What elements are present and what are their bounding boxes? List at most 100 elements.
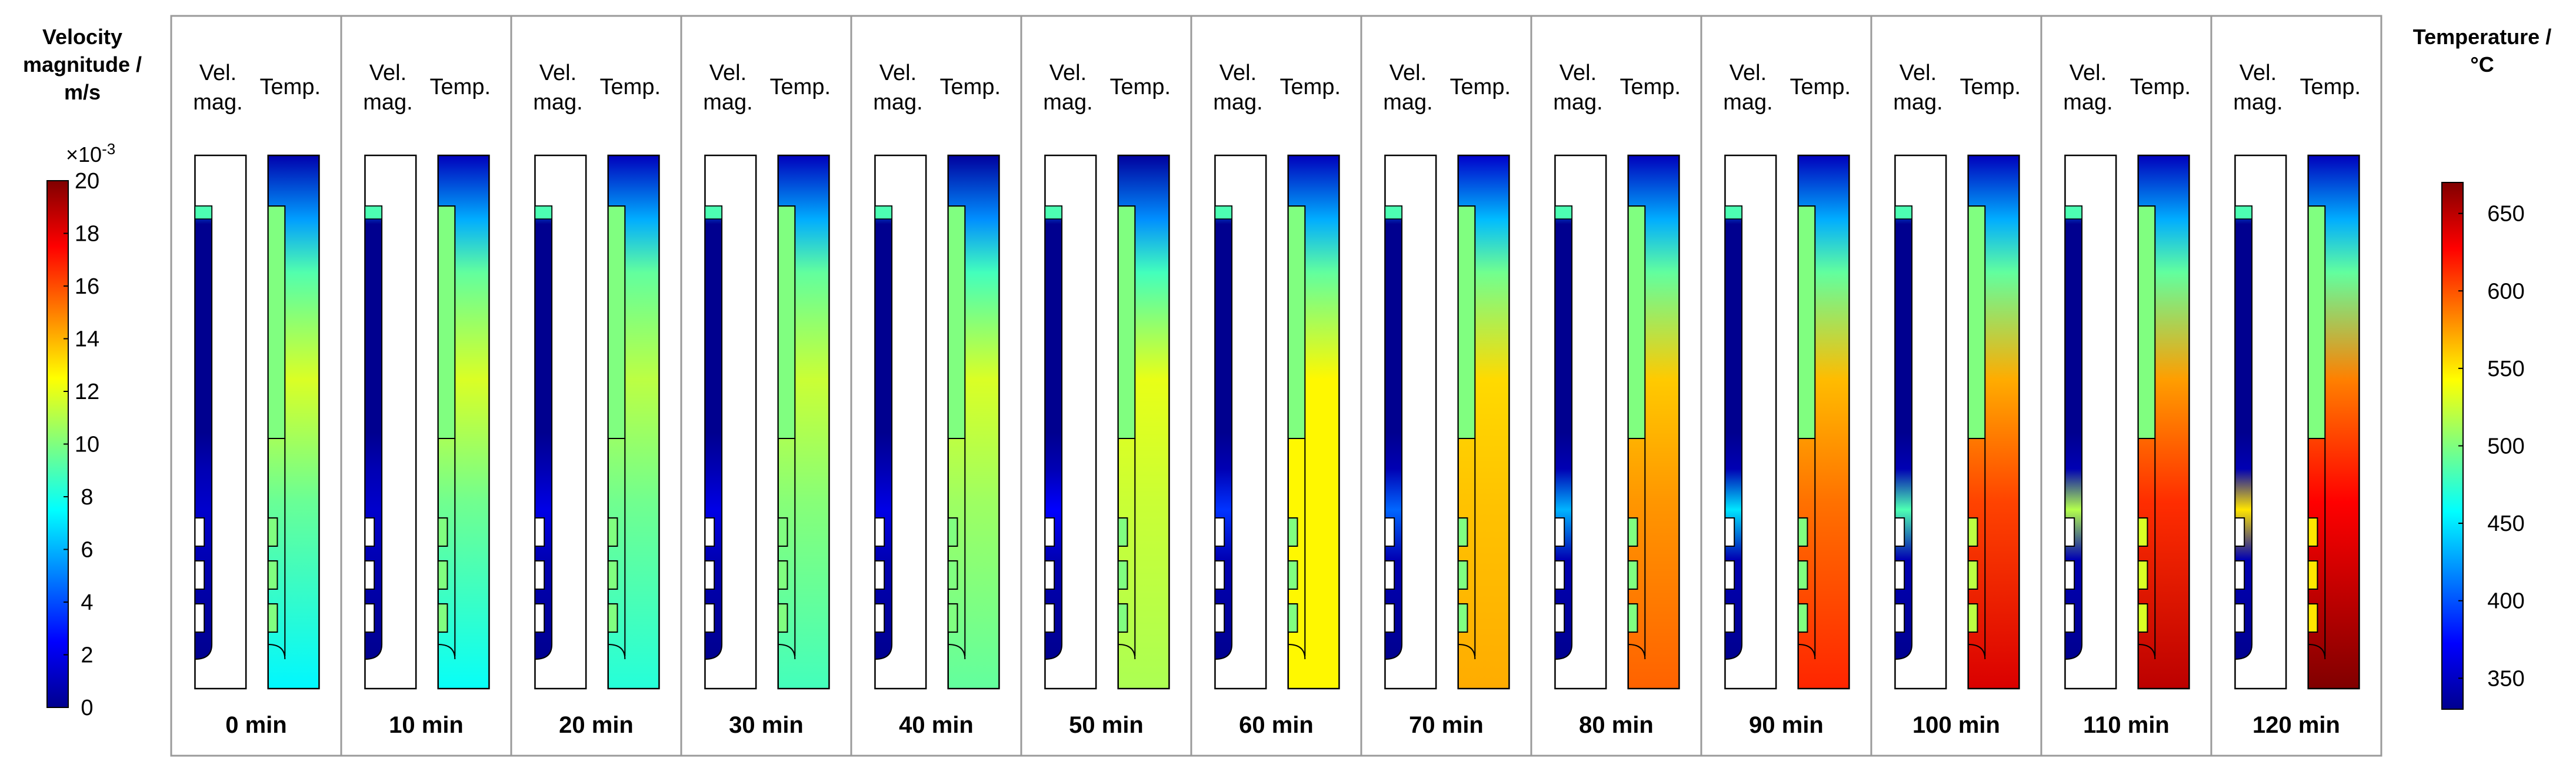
bottom-curve	[1628, 644, 1646, 660]
heater-slot	[1894, 603, 1905, 633]
temperature-tick-label: 450	[2487, 511, 2524, 536]
heater-slot	[1554, 603, 1565, 633]
heater-slot	[2064, 603, 2075, 633]
time-label: 40 min	[899, 712, 974, 738]
velocity-field	[534, 205, 553, 660]
vel-mag-header-line1: Vel.	[1559, 61, 1597, 85]
velocity-field	[704, 205, 723, 660]
inlet-region	[1724, 205, 1742, 220]
heater-element	[1457, 603, 1468, 633]
temperature-colorbar-title: Temperature / °C	[2388, 24, 2576, 79]
heater-element	[947, 560, 958, 590]
bottom-curve	[1288, 644, 1306, 660]
heater-slot	[364, 560, 375, 590]
velocity-colorbar-title: Velocity magnitude / m/s	[0, 24, 165, 106]
velocity-multiplier: ×10-3	[66, 140, 115, 167]
heater-slot	[1724, 517, 1735, 547]
panel: Vel. mag. Temp. 0 min	[193, 61, 321, 738]
inner-rod	[267, 205, 286, 439]
vel-mag-header-line2: mag.	[2233, 90, 2282, 115]
temperature-tick-label: 600	[2487, 279, 2524, 304]
outer-frame	[170, 15, 2382, 757]
heater-element	[1457, 517, 1468, 547]
heater-element	[947, 603, 958, 633]
time-label: 10 min	[389, 712, 464, 738]
heater-element	[1967, 517, 1978, 547]
temperature-tick-label: 350	[2487, 666, 2524, 691]
heater-element	[1797, 560, 1808, 590]
heater-slot	[1894, 560, 1905, 590]
temp-header: Temp.	[1280, 75, 1341, 99]
time-label: 0 min	[225, 712, 286, 738]
velocity-tick-label: 10	[75, 433, 99, 457]
heater-element	[777, 560, 788, 590]
temp-header: Temp.	[260, 75, 321, 99]
temp-header: Temp.	[1450, 75, 1511, 99]
panel: Vel. mag. Temp. 10 min	[340, 16, 491, 756]
velocity-tick-label: 2	[81, 643, 93, 668]
heater-slot	[194, 603, 205, 633]
velocity-field	[1384, 205, 1403, 660]
time-label: 110 min	[2083, 712, 2170, 738]
panel: Vel. mag. Temp. 100 min	[1870, 16, 2021, 756]
heater-slot	[534, 603, 545, 633]
heater-element	[1457, 560, 1468, 590]
bottom-curve	[2308, 644, 2326, 660]
heater-slot	[1724, 560, 1735, 590]
temperature-tick-label: 650	[2487, 202, 2524, 227]
heater-element	[777, 517, 788, 547]
vel-mag-header-line2: mag.	[533, 90, 582, 115]
inlet-region	[1214, 205, 1232, 220]
heater-slot	[1384, 603, 1395, 633]
heater-element	[607, 517, 618, 547]
heater-element	[1627, 517, 1638, 547]
temperature-tick-label: 500	[2487, 434, 2524, 459]
panel: Vel. mag. Temp. 20 min	[510, 16, 661, 756]
velocity-tick-label: 14	[75, 327, 99, 352]
vel-mag-header-line2: mag.	[1553, 90, 1602, 115]
panel: Vel. mag. Temp. 120 min	[2210, 16, 2361, 756]
temp-header: Temp.	[1110, 75, 1171, 99]
heater-element	[1117, 560, 1128, 590]
bottom-curve	[948, 644, 966, 660]
inlet-region	[2064, 205, 2082, 220]
inner-rod	[1457, 205, 1476, 439]
vel-mag-header-line1: Vel.	[2070, 61, 2107, 85]
heater-element	[2137, 560, 2148, 590]
velocity-field	[1724, 205, 1743, 660]
velocity-field	[1044, 205, 1063, 660]
panel: Vel. mag. Temp. 50 min	[1020, 16, 1171, 756]
velocity-multiplier-exp: -3	[102, 140, 116, 158]
temp-header: Temp.	[1960, 75, 2021, 99]
inlet-region	[194, 205, 212, 220]
vel-mag-header-line1: Vel.	[709, 61, 747, 85]
heater-element	[437, 517, 448, 547]
heater-slot	[2234, 517, 2245, 547]
heater-slot	[364, 603, 375, 633]
velocity-title-line3: m/s	[64, 79, 101, 104]
heater-slot	[874, 560, 885, 590]
time-label: 100 min	[1912, 712, 2000, 738]
panel: Vel. mag. Temp. 70 min	[1360, 16, 1511, 756]
heater-slot	[1894, 517, 1905, 547]
velocity-tick-label: 16	[75, 274, 99, 299]
inner-rod	[1797, 205, 1816, 439]
velocity-tick-label: 18	[75, 222, 99, 247]
vel-mag-header-line2: mag.	[1893, 90, 1942, 115]
bottom-curve	[778, 644, 796, 660]
velocity-tick-label: 20	[75, 169, 99, 194]
panel: Vel. mag. Temp. 60 min	[1190, 16, 1341, 756]
heater-slot	[2064, 517, 2075, 547]
temperature-colorbar: 350 400 450 500 550 600 650	[2441, 182, 2525, 710]
heater-element	[2137, 517, 2148, 547]
temperature-tick-label: 400	[2487, 589, 2524, 614]
vel-mag-header-line1: Vel.	[199, 61, 236, 85]
inlet-region	[364, 205, 382, 220]
heater-element	[2137, 603, 2148, 633]
velocity-colorbar: 0 2 4 6 8 10 12 14 16 18 20	[46, 169, 99, 720]
inner-rod	[437, 205, 456, 439]
inner-rod	[1287, 205, 1306, 439]
vel-mag-header-line1: Vel.	[369, 61, 406, 85]
